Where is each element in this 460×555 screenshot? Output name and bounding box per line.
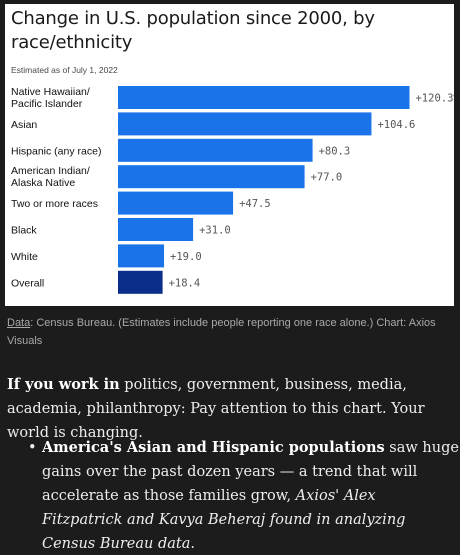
data-label: +80.3 <box>319 145 351 157</box>
lede-text: politics, government, business, media, a… <box>7 377 425 441</box>
data-label: +104.6 <box>377 119 415 131</box>
data-label: +18.4 <box>169 277 201 289</box>
bar <box>118 112 372 136</box>
data-label: +47.5 <box>239 198 271 210</box>
bar <box>118 270 163 294</box>
chart-subtitle: Estimated as of July 1, 2022 <box>11 65 118 75</box>
bullet-end: . <box>190 536 195 552</box>
category-label: Native Hawaiian/Pacific Islander <box>11 86 90 110</box>
category-label: White <box>11 251 38 263</box>
bullet-text: saw huge gains over the past dozen years… <box>42 440 459 504</box>
list-item: • America's Asian and Hispanic population… <box>28 436 460 555</box>
chart-card: Change in U.S. population since 2000, by… <box>5 4 454 306</box>
bullet-dot-icon: • <box>28 440 37 456</box>
bullet-italic: Axios' Alex Fitzpatrick and Kavya Behera… <box>42 488 406 552</box>
bar <box>118 138 313 162</box>
bar <box>118 86 410 109</box>
data-label: +77.0 <box>311 172 343 184</box>
bar <box>118 191 234 215</box>
data-label: +19.0 <box>170 251 202 263</box>
category-label: Asian <box>11 119 37 131</box>
data-label: +31.0 <box>199 225 231 237</box>
bar-chart: Native Hawaiian/Pacific Islander +120.3% A… <box>11 86 454 294</box>
source-text: : Census Bureau. (Estimates include peop… <box>7 317 436 347</box>
lede-bold: If you work in <box>7 376 120 393</box>
lede-paragraph: If you work in politics, government, bus… <box>7 373 453 445</box>
category-label: Two or more races <box>11 198 98 210</box>
data-source-link[interactable]: Data <box>7 317 31 329</box>
bar <box>118 218 194 241</box>
category-label: Hispanic (any race) <box>11 145 101 157</box>
bullet-list: • America's Asian and Hispanic population… <box>28 436 460 555</box>
bullet-bold: America's Asian and Hispanic populations <box>42 439 385 456</box>
bar <box>118 165 305 189</box>
chart-title: Change in U.S. population since 2000, by… <box>11 8 375 53</box>
category-label: American Indian/Alaska Native <box>11 165 90 189</box>
bar <box>118 244 165 268</box>
data-label: +120.3% <box>415 93 454 105</box>
source-line: Data: Census Bureau. (Estimates include … <box>7 314 453 350</box>
category-label: Overall <box>11 277 44 289</box>
category-label: Black <box>11 225 37 237</box>
